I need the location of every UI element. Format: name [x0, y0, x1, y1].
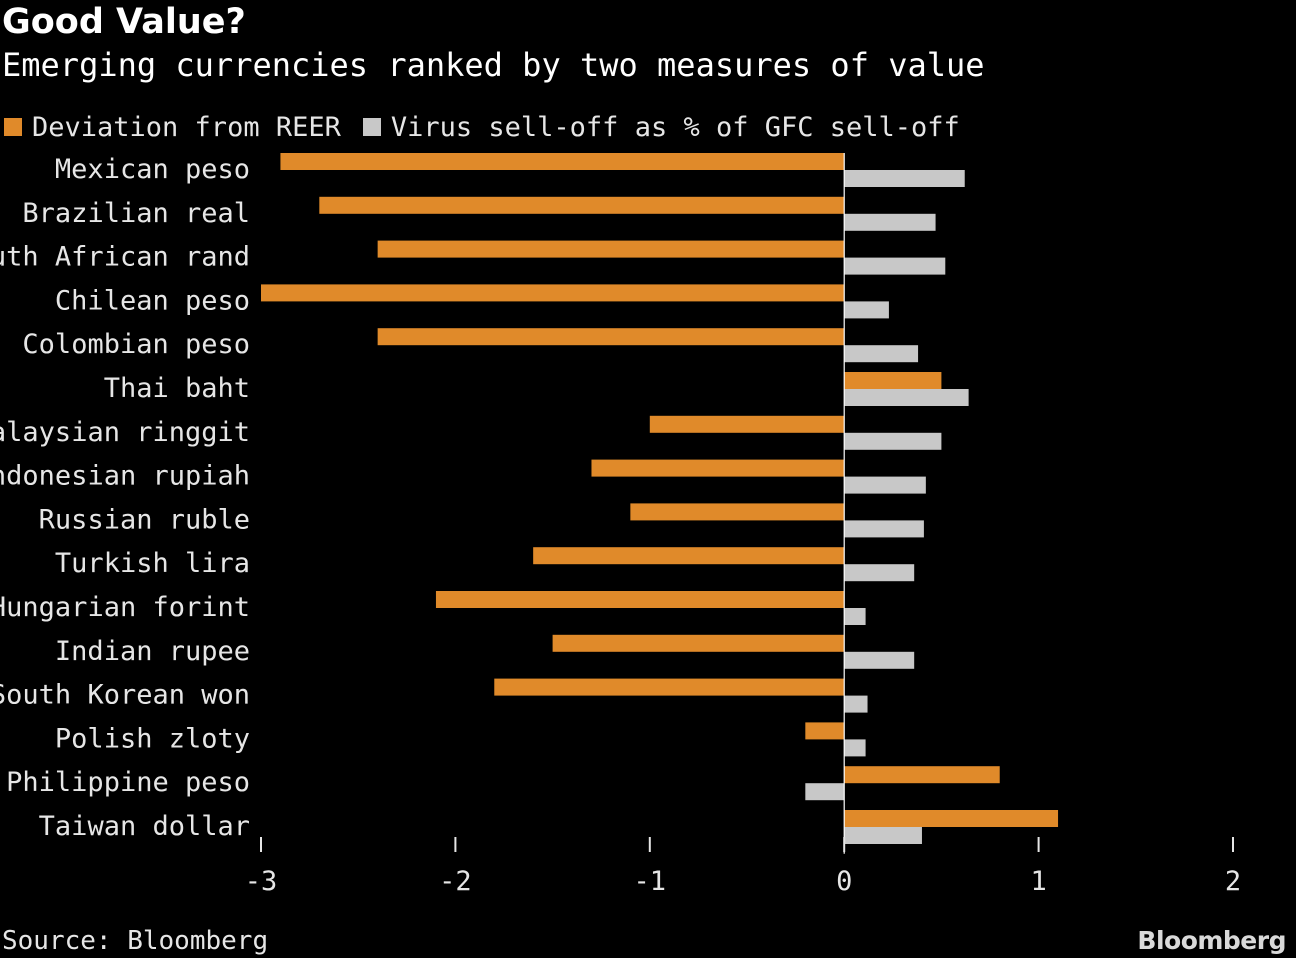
chart-subtitle: Emerging currencies ranked by two measur… — [2, 46, 985, 84]
category-label-polish-zloty: Polish zloty — [55, 723, 250, 754]
category-label-russian-ruble: Russian ruble — [39, 504, 250, 535]
x-tick-label: 1 — [1030, 866, 1046, 897]
bar-reer-malaysian-ringgit — [649, 415, 845, 433]
x-tick-label: 2 — [1225, 866, 1241, 897]
category-label-south-african-rand: South African rand — [0, 242, 250, 273]
legend-label-reer: Deviation from REER — [32, 111, 341, 143]
bar-virus-malaysian-ringgit — [844, 432, 942, 450]
category-label-malaysian-ringgit: Malaysian ringgit — [0, 417, 250, 448]
legend-label-virus: Virus sell-off as % of GFC sell-off — [390, 111, 960, 143]
bar-reer-thai-baht — [844, 372, 942, 389]
bar-reer-chilean-peso — [261, 284, 845, 302]
bar-virus-philippine-peso — [805, 783, 845, 801]
bar-virus-indonesian-rupiah — [844, 476, 926, 494]
bar-reer-indonesian-rupiah — [591, 459, 845, 477]
bar-reer-turkish-lira — [533, 547, 845, 565]
source-note: Source: Bloomberg — [2, 926, 269, 956]
x-tick-label: 0 — [836, 866, 852, 897]
category-label-turkish-lira: Turkish lira — [55, 548, 250, 579]
x-tick-label: -3 — [245, 866, 278, 897]
category-label-chilean-peso: Chilean peso — [55, 285, 250, 316]
bar-reer-hungarian-forint — [435, 591, 845, 608]
bar-virus-indian-rupee — [844, 651, 915, 669]
x-tick-label: -1 — [634, 866, 667, 897]
bar-virus-south-african-rand — [844, 257, 946, 275]
bar-reer-mexican-peso — [280, 153, 845, 170]
bar-virus-mexican-peso — [844, 170, 965, 187]
bar-reer-colombian-peso — [377, 328, 845, 346]
bar-reer-south-african-rand — [377, 240, 845, 258]
bar-reer-indian-rupee — [552, 634, 845, 652]
category-label-thai-baht: Thai baht — [104, 373, 250, 404]
bar-virus-chilean-peso — [844, 301, 889, 319]
category-label-indonesian-rupiah: Indonesian rupiah — [0, 461, 250, 492]
bar-virus-russian-ruble — [844, 520, 924, 538]
legend-item-reer: Deviation from REER — [4, 112, 341, 143]
category-label-colombian-peso: Colombian peso — [22, 329, 250, 360]
category-label-indian-rupee: Indian rupee — [55, 636, 250, 667]
bar-virus-hungarian-forint — [844, 608, 866, 625]
bar-reer-philippine-peso — [844, 766, 1000, 784]
legend: Deviation from REER Virus sell-off as % … — [4, 110, 982, 144]
bar-reer-taiwan-dollar — [844, 810, 1059, 827]
bar-virus-south-korean-won — [844, 695, 868, 713]
bar-reer-brazilian-real — [319, 196, 845, 214]
bar-reer-polish-zloty — [805, 722, 845, 740]
bar-virus-turkish-lira — [844, 564, 915, 582]
category-label-mexican-peso: Mexican peso — [55, 154, 250, 185]
category-label-brazilian-real: Brazilian real — [22, 198, 250, 229]
bar-virus-polish-zloty — [844, 739, 866, 757]
category-label-philippine-peso: Philippine peso — [6, 767, 250, 798]
legend-swatch-reer — [4, 118, 22, 136]
legend-swatch-virus — [362, 118, 381, 136]
bar-reer-russian-ruble — [630, 503, 845, 521]
bar-virus-taiwan-dollar — [844, 827, 922, 844]
category-label-taiwan-dollar: Taiwan dollar — [39, 811, 250, 842]
bar-virus-thai-baht — [844, 389, 969, 406]
chart-title: Good Value? — [2, 2, 246, 42]
legend-item-virus: Virus sell-off as % of GFC sell-off — [362, 111, 960, 143]
bar-virus-brazilian-real — [844, 213, 936, 231]
x-tick-label: -2 — [439, 866, 472, 897]
bar-virus-colombian-peso — [844, 345, 919, 363]
category-label-south-korean-won: South Korean won — [0, 680, 250, 711]
bar-reer-south-korean-won — [494, 678, 845, 696]
category-label-hungarian-forint: Hungarian forint — [0, 592, 250, 623]
bloomberg-logo: Bloomberg — [1137, 926, 1286, 955]
